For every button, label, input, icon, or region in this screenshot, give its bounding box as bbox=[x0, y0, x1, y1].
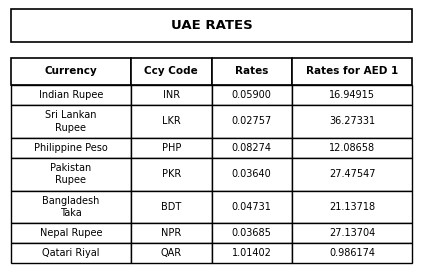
Bar bbox=[212, 158, 292, 191]
Bar bbox=[131, 158, 212, 191]
Bar bbox=[212, 85, 292, 105]
Text: PKR: PKR bbox=[162, 169, 181, 179]
Text: 36.27331: 36.27331 bbox=[329, 116, 375, 126]
Text: Rates for AED 1: Rates for AED 1 bbox=[306, 66, 398, 76]
Bar bbox=[212, 138, 292, 158]
Bar bbox=[292, 223, 412, 243]
Text: 21.13718: 21.13718 bbox=[329, 202, 375, 212]
Bar bbox=[131, 191, 212, 223]
Text: 27.13704: 27.13704 bbox=[329, 228, 375, 238]
Text: 0.02757: 0.02757 bbox=[231, 116, 272, 126]
Text: Currency: Currency bbox=[44, 66, 97, 76]
Bar bbox=[292, 105, 412, 138]
Bar bbox=[131, 85, 212, 105]
Bar bbox=[292, 138, 412, 158]
Bar bbox=[212, 223, 292, 243]
Text: 0.986174: 0.986174 bbox=[329, 248, 375, 258]
Bar bbox=[212, 58, 292, 85]
Text: PHP: PHP bbox=[162, 143, 181, 153]
Text: 1.01402: 1.01402 bbox=[232, 248, 272, 258]
Text: 0.08274: 0.08274 bbox=[232, 143, 272, 153]
Text: UAE RATES: UAE RATES bbox=[170, 19, 253, 32]
Bar bbox=[131, 243, 212, 263]
Bar bbox=[11, 9, 412, 42]
Text: 0.03685: 0.03685 bbox=[232, 228, 272, 238]
Text: Rates: Rates bbox=[235, 66, 268, 76]
Bar bbox=[292, 85, 412, 105]
Bar bbox=[11, 138, 131, 158]
Text: BDT: BDT bbox=[161, 202, 181, 212]
Text: 0.05900: 0.05900 bbox=[232, 90, 272, 100]
Bar bbox=[131, 138, 212, 158]
Bar bbox=[131, 105, 212, 138]
Bar bbox=[212, 243, 292, 263]
Text: 27.47547: 27.47547 bbox=[329, 169, 375, 179]
Text: Ccy Code: Ccy Code bbox=[144, 66, 198, 76]
Text: QAR: QAR bbox=[161, 248, 182, 258]
Bar bbox=[292, 158, 412, 191]
Text: NPR: NPR bbox=[161, 228, 181, 238]
Bar bbox=[131, 223, 212, 243]
Text: 0.03640: 0.03640 bbox=[232, 169, 272, 179]
Text: Bangladesh
Taka: Bangladesh Taka bbox=[42, 196, 99, 218]
Bar bbox=[11, 85, 131, 105]
Bar bbox=[292, 58, 412, 85]
Bar bbox=[11, 58, 131, 85]
Text: Philippine Peso: Philippine Peso bbox=[34, 143, 108, 153]
Bar bbox=[131, 58, 212, 85]
Bar bbox=[212, 105, 292, 138]
Bar bbox=[11, 191, 131, 223]
Bar bbox=[292, 191, 412, 223]
Bar bbox=[11, 243, 131, 263]
Bar bbox=[11, 158, 131, 191]
Text: Nepal Rupee: Nepal Rupee bbox=[40, 228, 102, 238]
Text: INR: INR bbox=[163, 90, 180, 100]
Bar bbox=[11, 105, 131, 138]
Text: Sri Lankan
Rupee: Sri Lankan Rupee bbox=[45, 110, 96, 133]
Text: Indian Rupee: Indian Rupee bbox=[38, 90, 103, 100]
Bar bbox=[11, 223, 131, 243]
Text: 0.04731: 0.04731 bbox=[232, 202, 272, 212]
Text: Pakistan
Rupee: Pakistan Rupee bbox=[50, 163, 91, 185]
Bar bbox=[212, 191, 292, 223]
Text: 16.94915: 16.94915 bbox=[329, 90, 375, 100]
Text: 12.08658: 12.08658 bbox=[329, 143, 375, 153]
Text: Qatari Riyal: Qatari Riyal bbox=[42, 248, 99, 258]
Bar bbox=[292, 243, 412, 263]
Text: LKR: LKR bbox=[162, 116, 181, 126]
